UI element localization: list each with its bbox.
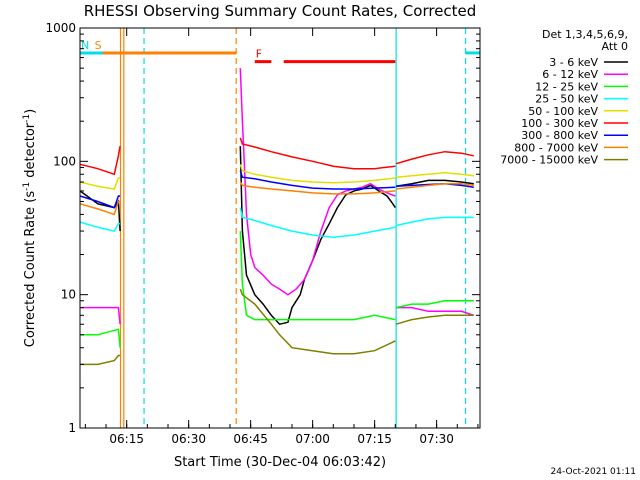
footer-date: 24-Oct-2021 01:11	[551, 467, 636, 477]
y-tick-label-3: 1000	[45, 21, 76, 35]
legend-label-5: 100 - 300 keV	[521, 117, 598, 130]
series-line-1-1	[239, 68, 396, 296]
legend-label-2: 12 - 25 keV	[535, 80, 598, 93]
y-tick-label-0: 1	[68, 421, 76, 435]
series-line-6-0	[79, 195, 121, 209]
legend-label-1: 6 - 12 keV	[542, 68, 598, 81]
y-tick-label-2: 100	[53, 154, 76, 168]
x-tick-label-1: 06:30	[171, 432, 206, 446]
flag-label-0: S	[95, 39, 102, 52]
series-line-2-2	[395, 300, 474, 309]
series-line-1-0	[80, 306, 121, 325]
x-tick-label-5: 07:30	[419, 432, 454, 446]
series-line-1-2	[396, 306, 475, 317]
series-line-3-0	[79, 221, 121, 232]
series-line-6-1	[239, 170, 396, 190]
series-line-2-0	[80, 328, 121, 348]
series-line-3-1	[239, 207, 396, 238]
x-tick-label-4: 07:15	[357, 432, 392, 446]
x-tick-label-2: 06:45	[233, 432, 268, 446]
legend-label-8: 7000 - 15000 keV	[500, 154, 598, 167]
series-line-0-2	[395, 179, 474, 188]
axes: 06:15 06:30 06:45 07:00 07:15 07:30 1 10 100 1000	[45, 21, 480, 446]
series-line-7-2	[396, 182, 474, 190]
flag-label-3: F	[256, 48, 262, 61]
series-line-8-1	[239, 288, 396, 355]
series-line-8-0	[80, 354, 121, 366]
legend-label-4: 50 - 100 keV	[528, 105, 598, 118]
plot-frame	[79, 27, 481, 429]
series-line-5-1	[239, 137, 396, 170]
chart-title: RHESSI Observing Summary Count Rates, Co…	[84, 2, 477, 20]
legend-label-7: 800 - 7000 keV	[514, 141, 598, 154]
legend-label-6: 300 - 800 keV	[521, 129, 598, 142]
series-line-3-2	[395, 216, 474, 227]
legend-label-0: 3 - 6 keV	[549, 56, 598, 69]
series-line-5-2	[395, 150, 474, 165]
legend-title: Det 1,3,4,5,6,9,	[542, 28, 628, 41]
series-line-2-1	[239, 231, 396, 321]
flag-label-1: N	[81, 39, 89, 52]
series-line-5-0	[79, 145, 121, 176]
series-line-7-0	[79, 200, 121, 216]
series-line-8-2	[395, 314, 474, 325]
legend-label-3: 25 - 50 keV	[535, 93, 598, 106]
series-line-4-0	[79, 177, 121, 190]
series-line-4-1	[239, 164, 396, 184]
series-line-4-2	[396, 172, 474, 178]
legend-subtitle: Att 0	[602, 40, 628, 53]
x-axis-label: Start Time (30-Dec-04 06:03:42)	[174, 455, 386, 470]
x-tick-label-3: 07:00	[295, 432, 330, 446]
y-tick-label-1: 10	[61, 288, 76, 302]
x-tick-label-0: 06:15	[109, 432, 144, 446]
y-axis-label: Corrected Count Rate (s-1 detector-1)	[22, 109, 38, 347]
plot-area: SN F	[79, 28, 480, 428]
series-line-7-1	[239, 181, 396, 195]
